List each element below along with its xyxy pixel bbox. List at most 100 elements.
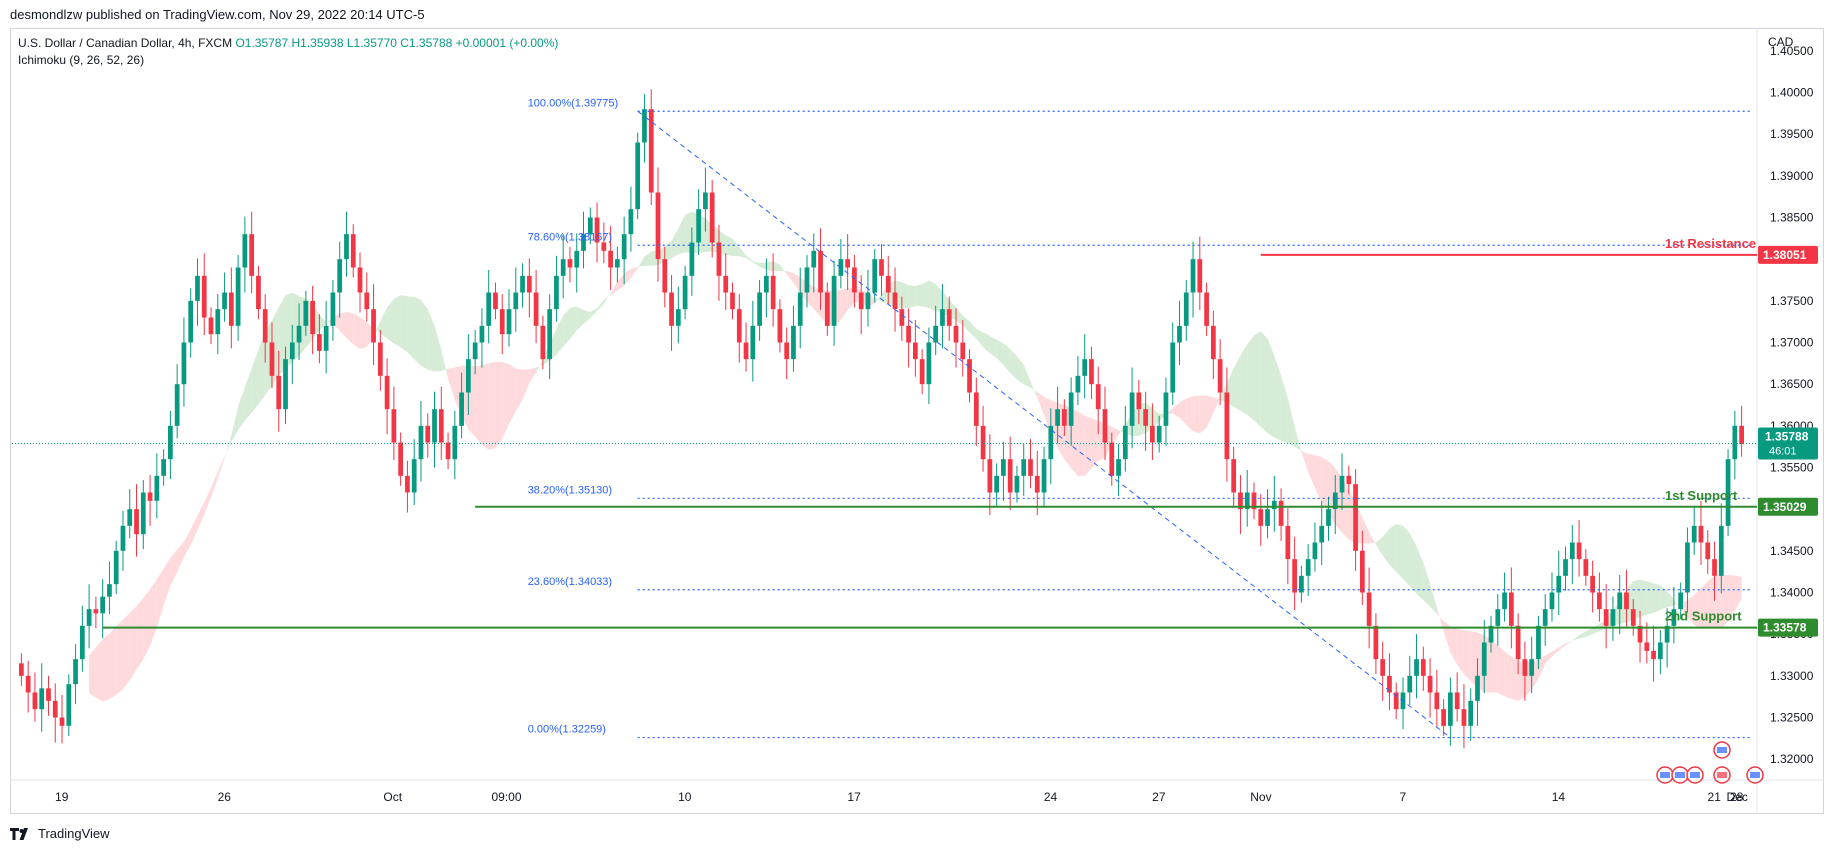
y-tick-label: 1.37500 [1770, 294, 1814, 308]
bearish-cloud-segment [488, 361, 496, 450]
candle-down [1590, 575, 1595, 593]
candle-down [540, 325, 546, 360]
bullish-cloud-segment [1396, 523, 1403, 579]
candle-up [466, 359, 471, 393]
bullish-cloud-segment [1023, 364, 1031, 388]
candle-up [127, 509, 133, 526]
bullish-cloud-segment [1281, 375, 1288, 444]
candle-up [513, 292, 519, 310]
candle-up [933, 325, 939, 343]
candle-down [906, 325, 911, 343]
candle-up [547, 309, 553, 360]
candle-down [1210, 325, 1216, 360]
candle-up [1495, 609, 1501, 626]
candle-up [323, 325, 329, 351]
ohlc-values: O1.35787 H1.35938 L1.35770 C1.35788 +0.0… [235, 36, 559, 50]
candle-up [1448, 692, 1453, 726]
candle-up [1190, 259, 1196, 293]
candle-down [973, 392, 979, 426]
bearish-cloud-segment [1321, 456, 1329, 514]
candle-down [1698, 525, 1704, 543]
bearish-cloud-segment [509, 364, 516, 424]
bearish-cloud-segment [190, 515, 198, 546]
candle-down [1217, 359, 1223, 393]
candle-up [797, 292, 803, 326]
candle-up [100, 596, 106, 614]
x-tick-label: 17 [847, 790, 861, 804]
candle-up [1481, 642, 1487, 676]
candle-down [1705, 542, 1711, 560]
bearish-cloud-segment [840, 288, 848, 321]
indicator-label[interactable]: Ichimoku (9, 26, 52, 26) [18, 53, 145, 67]
bullish-cloud-segment [1423, 562, 1431, 607]
x-tick-label: Oct [383, 790, 402, 804]
bearish-cloud-segment [143, 589, 151, 660]
candle-up [120, 525, 126, 551]
candle-down [32, 692, 38, 710]
bearish-cloud-segment [1687, 595, 1695, 625]
bearish-cloud-segment [1037, 392, 1045, 415]
bearish-cloud-segment [502, 361, 510, 439]
candle-down [384, 375, 390, 410]
candle-up [615, 259, 620, 268]
candle-up [560, 259, 566, 276]
candle-up [1718, 525, 1724, 576]
candle-down [310, 300, 315, 335]
bullish-cloud-segment [1267, 338, 1275, 438]
candle-up [1082, 359, 1088, 376]
candle-up [86, 609, 92, 626]
candle-up [621, 234, 627, 260]
symbol-label[interactable]: U.S. Dollar / Canadian Dollar, 4h, FXCM [18, 36, 233, 50]
bearish-cloud-segment [495, 361, 503, 449]
bullish-cloud-segment [1416, 546, 1424, 601]
bearish-cloud-segment [1728, 574, 1735, 622]
candle-up [763, 275, 769, 293]
candle-down [1366, 592, 1372, 626]
bullish-cloud-segment [427, 309, 435, 372]
candle-down [1102, 409, 1108, 443]
candle-up [472, 342, 478, 360]
candle-up [811, 250, 817, 268]
bullish-cloud-segment [380, 307, 388, 339]
bullish-cloud-segment [1572, 635, 1580, 641]
candle-down [892, 292, 898, 310]
bullish-cloud-segment [1653, 583, 1661, 613]
bearish-cloud-segment [1558, 643, 1566, 651]
candle-down [987, 459, 993, 493]
bullish-cloud-segment [969, 321, 977, 339]
candle-down [845, 259, 851, 268]
tradingview-brand[interactable]: TradingView [10, 824, 110, 844]
candle-down [1597, 592, 1602, 610]
bullish-cloud-segment [1409, 533, 1417, 594]
candle-up [1041, 459, 1047, 493]
candle-down [371, 309, 376, 343]
bearish-cloud-segment [1091, 418, 1099, 469]
bearish-cloud-segment [1179, 398, 1187, 425]
candle-up [242, 234, 248, 268]
candle-down [1739, 425, 1744, 445]
candle-up [994, 475, 1000, 493]
candle-up [235, 267, 241, 326]
candle-down [1007, 459, 1013, 493]
candle-down [1624, 592, 1629, 610]
candle-down [912, 342, 918, 360]
event-flag-fill [1717, 747, 1727, 753]
candle-up [1163, 392, 1169, 426]
candle-down [980, 425, 986, 460]
candle-down [256, 275, 261, 310]
support-price-tag [1758, 497, 1818, 516]
candle-down [879, 259, 884, 276]
candle-down [648, 109, 654, 193]
bearish-cloud-segment [475, 365, 482, 445]
y-tick-label: 1.36500 [1770, 377, 1814, 391]
bullish-cloud-segment [387, 298, 394, 344]
bullish-cloud-segment [1585, 627, 1593, 638]
candle-down [960, 342, 966, 360]
candle-up [804, 267, 810, 293]
bearish-cloud-segment [522, 369, 530, 400]
candle-up [289, 342, 295, 360]
candle-down [276, 375, 282, 410]
candle-down [134, 509, 139, 535]
resistance-price-label: 1.38051 [1763, 248, 1807, 262]
